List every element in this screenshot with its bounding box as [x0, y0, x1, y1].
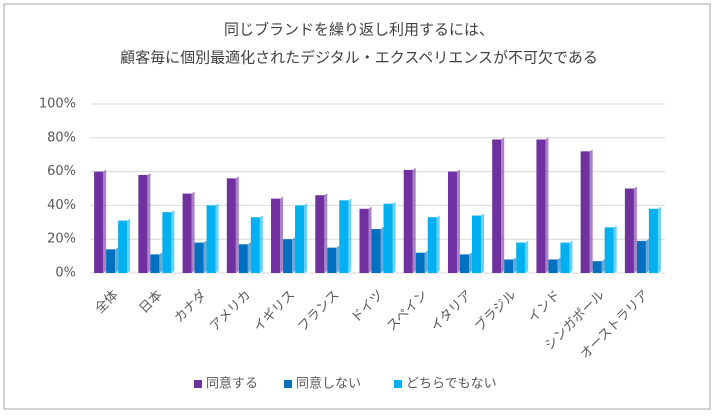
chart-title: 顧客毎に個別最適化されたデジタル・エクスペリエンスが不可欠である	[120, 49, 598, 67]
legend-swatch	[284, 380, 292, 388]
bar-side	[412, 167, 416, 273]
bar	[636, 240, 646, 273]
bar-side	[456, 169, 460, 273]
bar-side	[171, 210, 175, 273]
bar-side	[127, 218, 131, 273]
bar-side	[380, 227, 384, 273]
bar	[206, 205, 216, 273]
bar-side	[115, 247, 119, 273]
bar	[194, 242, 204, 273]
bar	[580, 151, 590, 273]
legend-swatch	[394, 380, 402, 388]
y-tick-label: 0%	[55, 266, 76, 281]
bar-side	[501, 137, 505, 273]
y-tick-label: 100%	[39, 97, 76, 112]
bar-side	[336, 245, 340, 273]
bar-side	[424, 250, 428, 273]
bar-side	[147, 172, 151, 273]
bar-side	[513, 257, 517, 273]
chart-title: 同じブランドを繰り返し利用するには、	[224, 21, 494, 39]
bar-side	[613, 225, 617, 273]
bar-side	[215, 203, 219, 273]
bar	[339, 200, 349, 273]
bar	[106, 249, 116, 273]
bar	[471, 215, 481, 273]
bar-side	[203, 240, 207, 273]
bar	[138, 174, 148, 273]
legend-label: 同意する	[206, 376, 258, 392]
bar	[94, 171, 104, 273]
legend-label: どちらでもない	[406, 377, 497, 392]
bar	[648, 208, 658, 273]
bar	[283, 239, 293, 273]
bar-side	[601, 259, 605, 273]
bar	[162, 212, 172, 273]
bar-side	[569, 240, 573, 273]
bar-side	[645, 238, 649, 273]
bar-side	[468, 252, 472, 273]
bar	[295, 205, 305, 273]
bar-side	[191, 191, 195, 273]
bar	[150, 254, 160, 273]
bar-side	[292, 237, 296, 273]
bar-side	[304, 203, 308, 273]
bar-side	[525, 240, 529, 273]
legend-swatch	[194, 380, 202, 388]
bar	[403, 169, 413, 273]
bar-side	[392, 201, 396, 273]
bar	[415, 252, 425, 273]
bar	[492, 139, 502, 273]
bar	[459, 254, 469, 273]
bar-side	[159, 252, 163, 273]
bar	[226, 178, 236, 273]
bar	[447, 171, 457, 273]
bar-side	[557, 257, 561, 273]
bar-side	[348, 198, 352, 273]
bar-side	[259, 215, 263, 273]
bar	[371, 229, 381, 273]
bar	[359, 208, 369, 273]
bar	[516, 242, 526, 273]
bar	[250, 217, 260, 273]
y-tick-label: 20%	[47, 232, 76, 247]
bar-side	[103, 169, 107, 273]
bar-side	[235, 176, 239, 273]
bar	[604, 227, 614, 273]
bar-side	[545, 137, 549, 273]
bar-side	[324, 193, 328, 273]
bar-side	[589, 149, 593, 273]
bar-side	[657, 206, 661, 273]
legend-label: 同意しない	[296, 376, 361, 392]
bar	[383, 203, 393, 273]
y-tick-label: 60%	[47, 164, 76, 179]
bar	[536, 139, 546, 273]
bar	[118, 220, 128, 273]
bar	[548, 259, 558, 273]
bar-side	[368, 206, 372, 273]
bar	[560, 242, 570, 273]
bar	[271, 198, 281, 273]
bar	[504, 259, 514, 273]
bar	[182, 193, 192, 273]
bar	[624, 188, 634, 273]
bar	[327, 247, 337, 273]
y-tick-label: 80%	[47, 130, 76, 145]
bar	[238, 244, 248, 273]
bar-side	[633, 186, 637, 273]
bar-side	[480, 213, 484, 273]
y-tick-label: 40%	[47, 198, 76, 213]
bar	[427, 217, 437, 273]
bar-side	[436, 215, 440, 273]
bar	[315, 195, 325, 273]
bar	[592, 261, 602, 273]
bar-side	[247, 242, 251, 273]
bar-side	[280, 196, 284, 273]
